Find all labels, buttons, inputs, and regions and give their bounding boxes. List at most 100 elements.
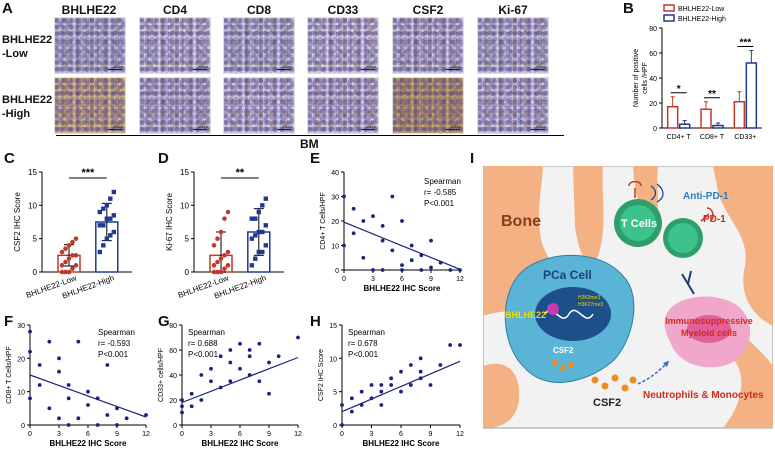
scale-bar-label: 50um (197, 124, 208, 129)
bone-shape-mid (573, 166, 604, 264)
x-axis-label: BHLHE22 IHC Score (202, 439, 279, 448)
csf2-dot (568, 362, 574, 368)
annotation-text: Spearman (98, 328, 135, 337)
y-tick-label: 20 (331, 219, 339, 226)
y-axis-label: Number of positive (633, 49, 640, 107)
significance-label: *** (739, 38, 751, 49)
data-point (105, 413, 110, 417)
scale-bar (277, 129, 291, 130)
data-point (380, 238, 385, 243)
scale-bar-label: 50um (535, 124, 546, 129)
myeloid-nucleus (687, 315, 731, 343)
data-point (97, 249, 102, 255)
scale-bar-label: 50um (197, 64, 208, 69)
csf2-dot (552, 360, 558, 366)
micrograph: 50um (223, 77, 295, 134)
x-tick-label: 6 (399, 431, 403, 438)
data-point (408, 363, 413, 367)
data-point (458, 343, 462, 347)
data-point (260, 249, 265, 255)
significance-label: ** (236, 167, 245, 179)
csf2-dot (629, 376, 637, 384)
pd1-receptor-icon (628, 180, 642, 198)
y-tick-label: 10 (331, 244, 339, 251)
pca-cell-label: PCa Cell (543, 268, 592, 282)
scale-bar (108, 129, 122, 130)
data-point (101, 243, 106, 248)
chart-h: 0 3 6 9 12 0 5 10 15 BHLHE22 IHC Score CSF2 IHC Sc… (318, 323, 464, 448)
data-point (225, 209, 231, 215)
legend-label: BHLHE22-Low (678, 6, 725, 13)
data-point (63, 269, 68, 275)
micrograph: 50um (54, 77, 126, 134)
scale-bar-label: 50um (365, 64, 376, 69)
y-tick-label: 10 (180, 201, 189, 210)
legend-swatch (663, 4, 675, 12)
scale-bar-label: 50um (281, 64, 292, 69)
annotation-text: Spearman (424, 177, 461, 186)
data-point (37, 383, 42, 387)
neutrophils-label: Neutrophils & Monocytes (643, 390, 764, 401)
data-point (215, 236, 220, 241)
column-header-cd4: CD4 (162, 3, 187, 17)
data-point (263, 243, 268, 248)
data-point (101, 206, 106, 211)
data-point (105, 363, 110, 367)
y-tick-label: 0 (335, 268, 339, 275)
fit-line (29, 374, 147, 418)
data-point (263, 223, 268, 228)
data-point (66, 396, 71, 401)
panel-label-e: E (310, 150, 321, 167)
bar (745, 62, 758, 129)
scale-bar-label: 50um (450, 64, 461, 69)
legend-swatch (663, 14, 675, 22)
scale-bar (193, 129, 207, 130)
panel-label-i: I (470, 150, 475, 167)
data-point (111, 189, 116, 195)
scale-bar (361, 129, 375, 130)
data-point (209, 366, 213, 371)
data-point (389, 376, 394, 381)
data-point (222, 253, 227, 258)
data-point (448, 268, 453, 272)
data-point (340, 423, 344, 427)
x-tick-label: 9 (429, 431, 433, 438)
anti-pd1-label: Anti-PD-1 (683, 191, 729, 202)
data-point (218, 229, 224, 235)
data-point (342, 243, 346, 248)
data-point (351, 231, 356, 236)
micrograph: 50um (477, 77, 549, 134)
y-tick-label: 15 (28, 168, 37, 177)
data-point (108, 216, 113, 221)
legend-label: BHLHE22-High (678, 16, 726, 23)
data-point (228, 379, 233, 384)
scale-bar-label: 50um (365, 124, 376, 129)
data-point (115, 423, 119, 427)
column-header-ki67: Ki-67 (498, 3, 528, 17)
data-point (211, 243, 217, 248)
scale-bar-label: 50um (112, 124, 123, 129)
data-point (253, 216, 258, 221)
fit-line (343, 221, 461, 270)
x-tick-label: 9 (115, 431, 119, 438)
data-point (249, 263, 254, 268)
chart-f: 0 3 6 9 12 0 10 20 30 BHLHE22 IHC Score CD8+ T Cel… (6, 323, 150, 448)
x-tick-label: 9 (267, 431, 271, 438)
y-tick-label: 5 (333, 390, 337, 397)
data-point (222, 266, 227, 271)
data-point (47, 406, 52, 411)
y-tick-label: 20 (17, 356, 25, 363)
data-point (63, 246, 68, 251)
annotation-text: P<0.001 (98, 350, 129, 359)
data-point (448, 343, 453, 347)
scale-bar (277, 69, 291, 70)
scale-bar (531, 129, 545, 130)
x-tick-label: 3 (209, 431, 213, 438)
data-point (256, 209, 261, 215)
data-point (253, 233, 258, 238)
scale-bar-label: 50um (535, 64, 546, 69)
micrograph: 50um (223, 17, 295, 74)
antibody-icon (650, 183, 664, 203)
data-point (409, 258, 414, 263)
x-tick-label: 12 (294, 431, 302, 438)
